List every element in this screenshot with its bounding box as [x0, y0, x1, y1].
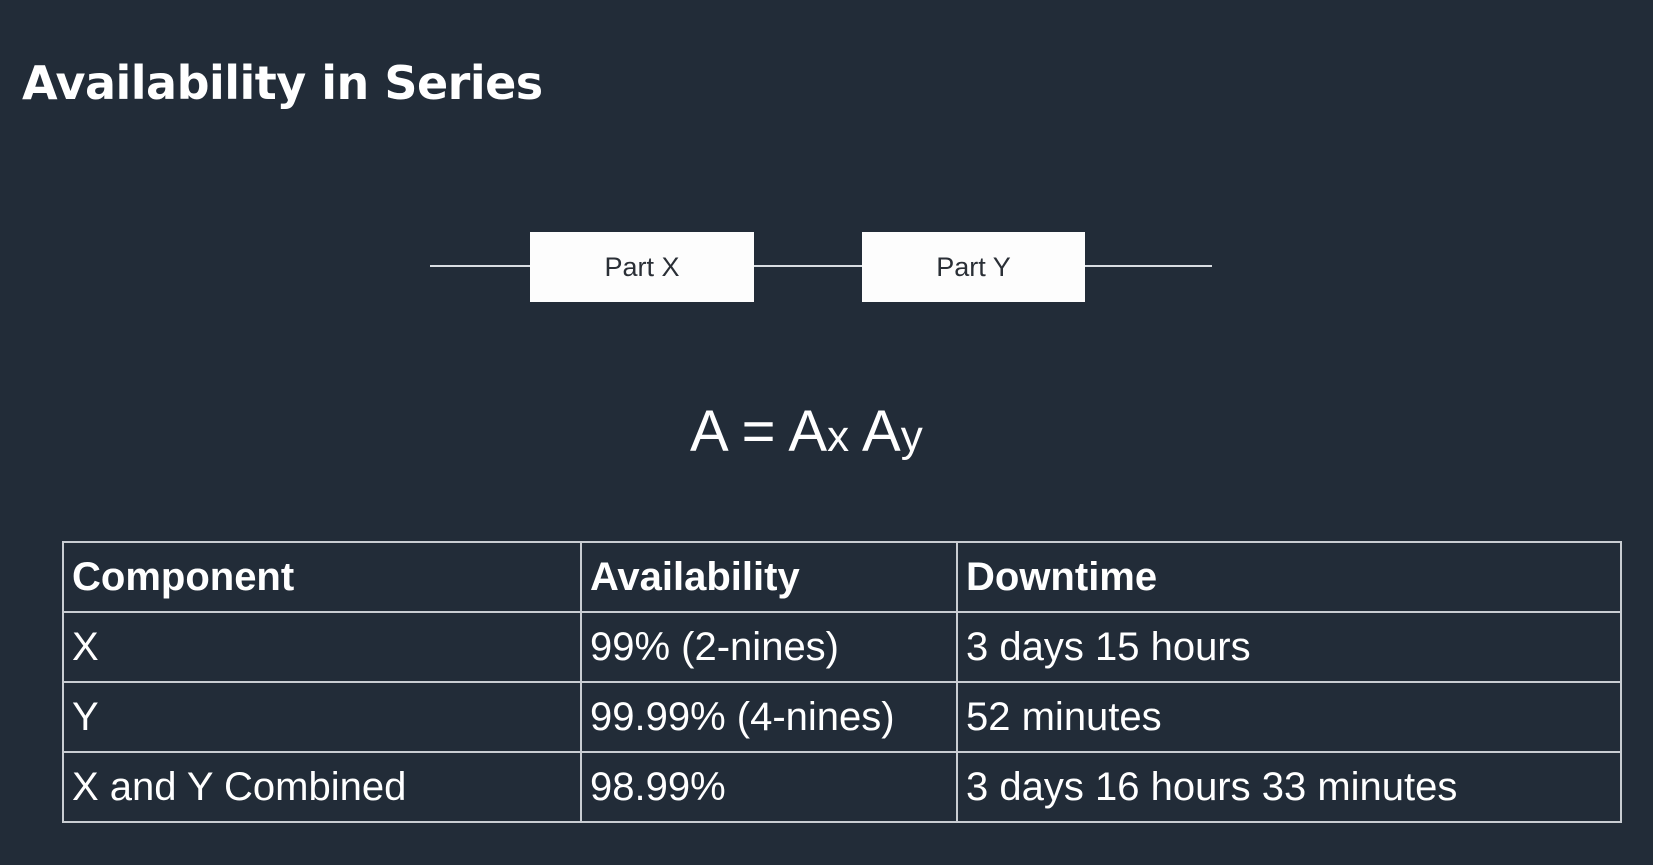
formula-term-y: Ay: [862, 399, 923, 464]
connecting-wire: [754, 265, 862, 267]
formula-sub-x: x: [827, 412, 850, 461]
cell-downtime: 52 minutes: [956, 681, 1622, 753]
cell-downtime: 3 days 16 hours 33 minutes: [956, 751, 1622, 823]
availability-table: Component Availability Downtime X 99% (2…: [62, 541, 1622, 823]
cell-component: X and Y Combined: [62, 751, 582, 823]
formula-sub-y: y: [900, 412, 923, 461]
cell-component: Y: [62, 681, 582, 753]
header-component: Component: [62, 541, 582, 613]
header-downtime: Downtime: [956, 541, 1622, 613]
header-availability: Availability: [580, 541, 958, 613]
cell-downtime: 3 days 15 hours: [956, 611, 1622, 683]
cell-availability: 99% (2-nines): [580, 611, 958, 683]
formula-equals: =: [741, 399, 776, 464]
cell-availability: 98.99%: [580, 751, 958, 823]
slide-title: Availability in Series: [22, 56, 543, 110]
part-x-label: Part X: [604, 251, 680, 282]
table-row: X and Y Combined 98.99% 3 days 16 hours …: [62, 751, 1622, 823]
table-row: Y 99.99% (4-nines) 52 minutes: [62, 681, 1622, 753]
availability-formula: A = Ax Ay: [690, 398, 923, 465]
part-x-block: Part X: [530, 232, 754, 302]
part-y-label: Part Y: [936, 251, 1011, 282]
input-wire: [430, 265, 530, 267]
formula-lhs: A: [690, 399, 726, 464]
table-row: X 99% (2-nines) 3 days 15 hours: [62, 611, 1622, 683]
output-wire: [1085, 265, 1212, 267]
formula-term-x: Ax: [788, 399, 850, 464]
part-y-block: Part Y: [862, 232, 1085, 302]
table-header-row: Component Availability Downtime: [62, 541, 1622, 613]
cell-availability: 99.99% (4-nines): [580, 681, 958, 753]
cell-component: X: [62, 611, 582, 683]
